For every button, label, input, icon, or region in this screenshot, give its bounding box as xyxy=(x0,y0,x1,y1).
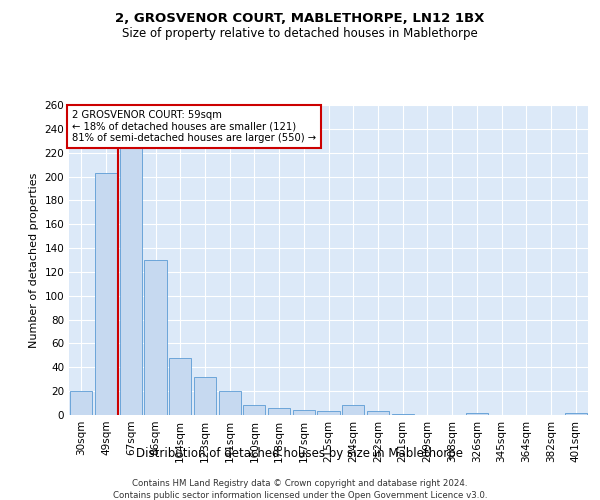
Text: Size of property relative to detached houses in Mablethorpe: Size of property relative to detached ho… xyxy=(122,28,478,40)
Y-axis label: Number of detached properties: Number of detached properties xyxy=(29,172,39,348)
Bar xyxy=(317,412,340,415)
Bar xyxy=(392,414,414,415)
Bar xyxy=(169,358,191,415)
Text: 2, GROSVENOR COURT, MABLETHORPE, LN12 1BX: 2, GROSVENOR COURT, MABLETHORPE, LN12 1B… xyxy=(115,12,485,26)
Bar xyxy=(145,260,167,415)
Bar xyxy=(194,377,216,415)
Text: Contains public sector information licensed under the Open Government Licence v3: Contains public sector information licen… xyxy=(113,491,487,500)
Bar xyxy=(70,391,92,415)
Bar xyxy=(466,412,488,415)
Text: Contains HM Land Registry data © Crown copyright and database right 2024.: Contains HM Land Registry data © Crown c… xyxy=(132,479,468,488)
Bar xyxy=(119,143,142,415)
Bar xyxy=(218,391,241,415)
Text: 2 GROSVENOR COURT: 59sqm
← 18% of detached houses are smaller (121)
81% of semi-: 2 GROSVENOR COURT: 59sqm ← 18% of detach… xyxy=(71,110,316,143)
Bar xyxy=(565,412,587,415)
Bar xyxy=(293,410,315,415)
Bar xyxy=(342,406,364,415)
Bar xyxy=(367,412,389,415)
Text: Distribution of detached houses by size in Mablethorpe: Distribution of detached houses by size … xyxy=(137,448,464,460)
Bar xyxy=(95,173,117,415)
Bar xyxy=(268,408,290,415)
Bar xyxy=(243,406,265,415)
